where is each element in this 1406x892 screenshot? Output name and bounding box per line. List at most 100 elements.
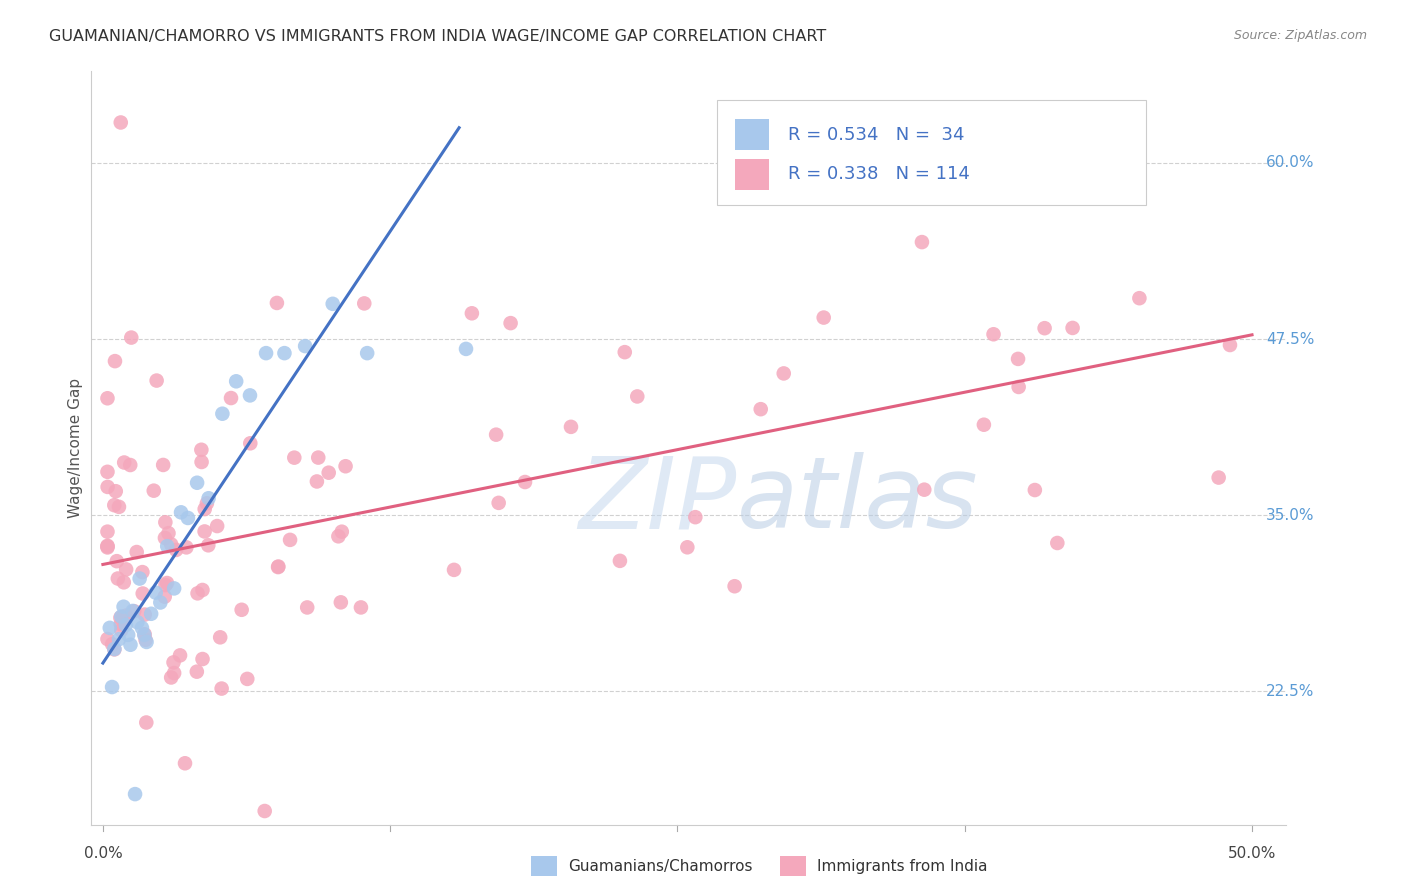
Point — [115, 562, 138, 576]
Point — [132, 586, 155, 600]
Point — [191, 582, 214, 597]
Text: 35.0%: 35.0% — [1265, 508, 1315, 523]
Text: 60.0%: 60.0% — [1265, 155, 1315, 170]
Point — [1007, 351, 1029, 366]
Point — [112, 599, 135, 614]
Point — [134, 628, 156, 642]
Point — [103, 642, 125, 657]
Point — [609, 554, 631, 568]
Point — [454, 342, 477, 356]
Point — [160, 671, 183, 685]
Point — [117, 628, 139, 642]
Point — [169, 648, 191, 663]
Bar — [531, 856, 557, 876]
Point — [142, 483, 165, 498]
Point — [110, 610, 132, 624]
Point — [194, 502, 217, 516]
Point — [513, 475, 536, 489]
Point — [115, 608, 138, 623]
Point — [225, 374, 247, 388]
Point — [278, 533, 301, 547]
FancyBboxPatch shape — [735, 159, 769, 190]
Point — [107, 572, 129, 586]
FancyBboxPatch shape — [735, 120, 769, 150]
Point — [120, 330, 142, 344]
Point — [153, 531, 176, 545]
Point — [108, 500, 131, 514]
Point — [187, 586, 209, 600]
Point — [97, 480, 120, 494]
Point — [153, 590, 176, 604]
Text: 47.5%: 47.5% — [1265, 332, 1315, 347]
Point — [239, 388, 262, 402]
Point — [211, 681, 233, 696]
Point — [121, 604, 143, 618]
Point — [110, 609, 132, 624]
Point — [186, 665, 208, 679]
Point — [110, 115, 132, 129]
Point — [96, 632, 118, 646]
Text: atlas: atlas — [737, 452, 979, 549]
Point — [156, 539, 179, 553]
Point — [190, 442, 212, 457]
Point — [685, 510, 707, 524]
Point — [104, 354, 127, 368]
Point — [911, 235, 934, 249]
Point — [176, 541, 198, 555]
Point — [254, 346, 277, 360]
Point — [335, 459, 357, 474]
Point — [108, 632, 131, 647]
Point — [152, 458, 174, 472]
Point — [96, 541, 118, 555]
Point — [96, 391, 118, 405]
Point — [294, 339, 316, 353]
Point — [134, 627, 156, 641]
Point — [195, 496, 218, 510]
Point — [973, 417, 995, 432]
Point — [135, 635, 157, 649]
Point — [328, 529, 350, 543]
Point — [98, 621, 121, 635]
Point — [499, 316, 522, 330]
Point — [772, 367, 794, 381]
Point — [134, 607, 156, 622]
Point — [1062, 321, 1084, 335]
Point — [101, 680, 124, 694]
Point — [170, 505, 193, 519]
Point — [205, 519, 228, 533]
Point — [912, 483, 935, 497]
Point — [197, 538, 219, 552]
Point — [305, 475, 328, 489]
Point — [112, 610, 135, 624]
Text: ZIP: ZIP — [578, 452, 737, 549]
Point — [160, 537, 183, 551]
Point — [162, 656, 184, 670]
Point — [141, 607, 162, 621]
Point — [1033, 321, 1056, 335]
Point — [163, 582, 186, 596]
Point — [157, 526, 180, 541]
Point — [112, 456, 135, 470]
Text: Source: ZipAtlas.com: Source: ZipAtlas.com — [1233, 29, 1367, 42]
Point — [103, 498, 125, 512]
Point — [174, 756, 197, 771]
Point — [330, 524, 353, 539]
Point — [356, 346, 378, 360]
Point — [145, 374, 167, 388]
Point — [120, 458, 142, 472]
Point — [145, 585, 167, 599]
Point — [165, 542, 187, 557]
Point — [120, 638, 142, 652]
Point — [267, 560, 290, 574]
Text: R = 0.338   N = 114: R = 0.338 N = 114 — [787, 165, 970, 183]
Point — [135, 632, 157, 647]
Point — [813, 310, 835, 325]
Point — [155, 578, 177, 592]
Point — [749, 402, 772, 417]
Point — [124, 787, 146, 801]
Point — [96, 540, 118, 554]
Point — [239, 436, 262, 450]
Text: 50.0%: 50.0% — [1227, 847, 1277, 861]
Point — [1008, 380, 1031, 394]
Point — [983, 327, 1005, 342]
